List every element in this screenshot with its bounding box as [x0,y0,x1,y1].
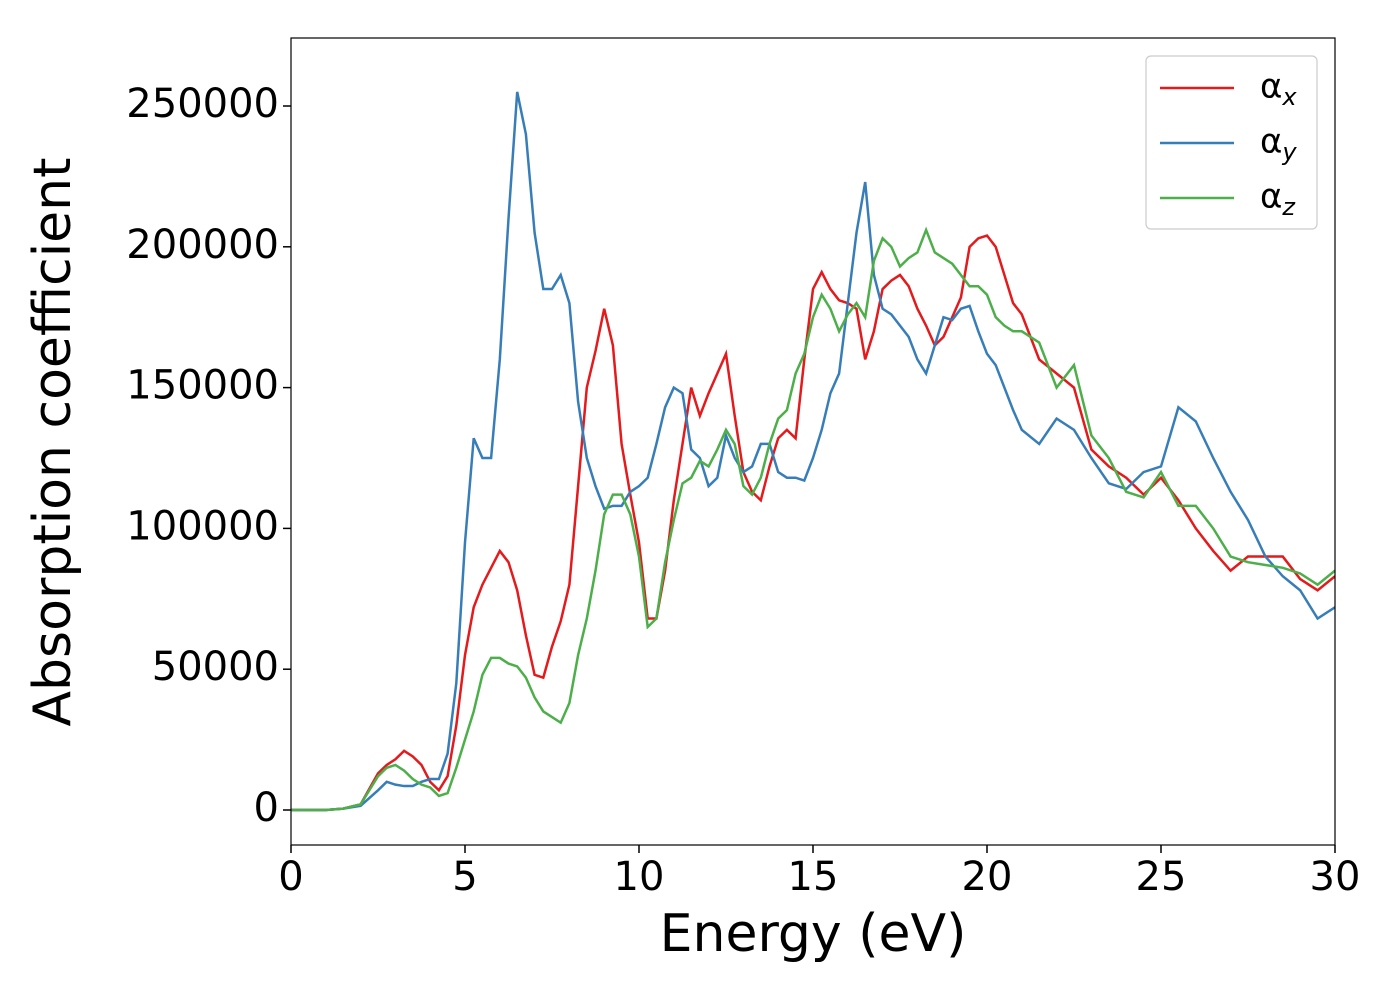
legend-label: αx [1260,67,1297,112]
y-tick-label: 200000 [126,222,279,268]
x-tick-label: 15 [788,854,839,900]
y-tick-label: 50000 [152,644,279,690]
y-tick-label: 100000 [126,503,279,549]
y-tick-label: 250000 [126,81,279,127]
x-axis-label: Energy (eV) [660,904,967,964]
x-tick-label: 5 [452,854,477,900]
x-tick-label: 0 [278,854,303,900]
series-line [291,234,1335,812]
x-tick-label: 20 [962,854,1013,900]
series-line [291,226,1335,812]
y-axis-label: Absorption coefficient [23,157,83,726]
y-tick-label: 0 [254,785,279,831]
y-tick-label: 150000 [126,363,279,409]
x-tick-label: 25 [1136,854,1187,900]
legend-label: αy [1260,122,1297,167]
plot-frame [290,37,1336,846]
series-line [291,91,1335,812]
x-tick-label: 10 [614,854,665,900]
x-tick-label: 30 [1310,854,1361,900]
